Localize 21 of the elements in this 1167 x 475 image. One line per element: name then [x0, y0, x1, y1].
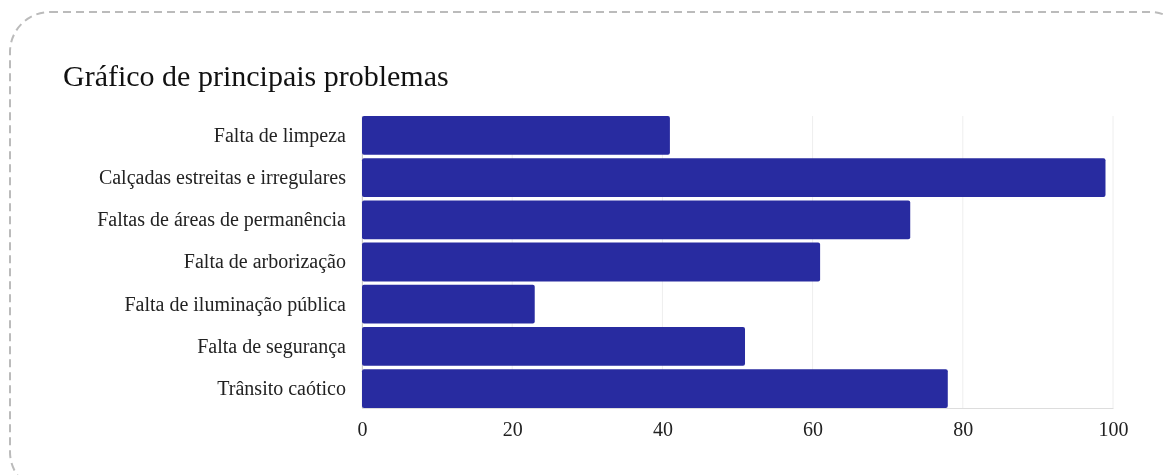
chart-title: Gráfico de principais problemas	[63, 59, 449, 92]
x-tick-label: 20	[502, 418, 523, 441]
y-tick-label: Trânsito caótico	[217, 376, 346, 399]
x-tick-label: 0	[357, 418, 368, 441]
y-tick-label: Calçadas estreitas e irregulares	[98, 166, 347, 190]
bar	[362, 116, 670, 155]
x-tick-label: 100	[1098, 418, 1129, 441]
bar	[362, 242, 821, 282]
bar	[362, 284, 535, 324]
x-tick-label: 80	[953, 418, 974, 441]
y-tick-label: Falta de limpeza	[213, 123, 347, 147]
x-tick-label: 60	[803, 418, 824, 441]
y-tick-label: Falta de iluminação pública	[124, 292, 347, 316]
bar	[362, 200, 911, 240]
bar	[362, 369, 948, 408]
x-tick-label: 40	[652, 418, 673, 441]
y-tick-label: Faltas de áreas de permanência	[97, 208, 347, 232]
y-tick-label: Falta de segurança	[197, 334, 347, 358]
bar	[362, 326, 746, 366]
y-tick-label: Falta de arborização	[183, 250, 346, 274]
bar	[362, 158, 1106, 198]
